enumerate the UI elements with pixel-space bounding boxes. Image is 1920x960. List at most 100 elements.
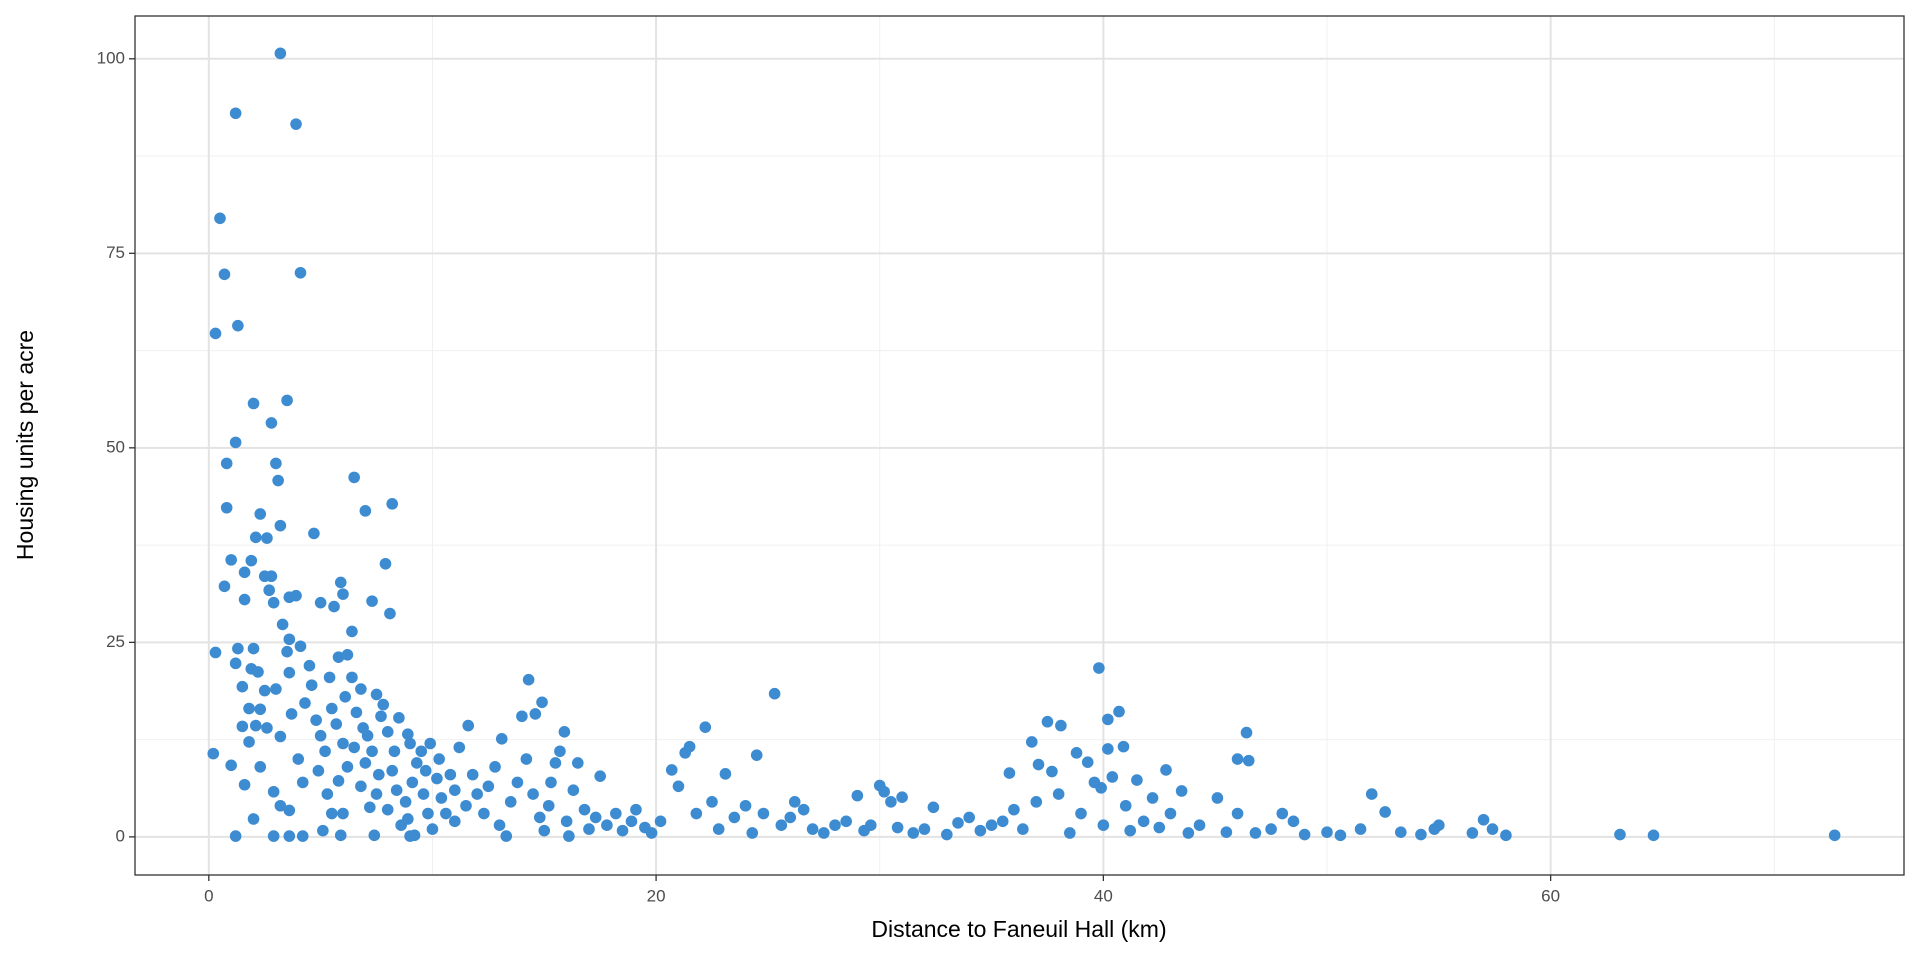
point [290,589,302,602]
point [232,642,244,655]
point [536,696,548,709]
panel-border [134,15,1905,876]
y-tick-label: 25 [106,632,125,651]
point [402,728,414,740]
point [453,741,466,754]
point [645,827,658,839]
point [630,803,642,816]
point [283,633,296,646]
point [424,737,437,750]
point [326,702,338,715]
point [1003,767,1016,779]
point [625,815,638,828]
point [1486,823,1499,835]
point [377,698,390,711]
point [283,804,296,817]
point [319,745,331,758]
point [1030,796,1043,808]
point [952,817,964,829]
point [285,708,298,720]
point [258,684,271,697]
point [699,721,712,733]
point [243,736,255,748]
point [299,697,311,709]
point [1321,826,1333,839]
point [1182,827,1195,839]
point [918,823,931,835]
point [471,788,483,800]
point [1131,774,1143,786]
point [317,824,329,837]
point [408,829,421,842]
point [334,829,347,842]
point [1026,736,1038,748]
point [229,657,242,670]
point [254,703,267,716]
point [840,815,852,828]
point [1265,823,1277,835]
point [247,813,260,825]
point [560,815,573,828]
point [350,706,363,719]
point [361,729,374,742]
point [757,807,770,820]
point [236,720,249,733]
y-tick-label: 0 [116,826,125,845]
point [1379,806,1391,818]
point [435,792,448,804]
point [294,640,307,653]
point [334,576,347,589]
point [290,118,302,130]
point [370,688,383,701]
point [247,642,260,655]
point [1477,813,1490,826]
point [366,595,378,607]
point [245,554,258,567]
point [220,457,233,470]
point [265,417,278,429]
point [449,784,461,796]
point [996,815,1009,828]
point [254,508,267,520]
point [775,819,788,832]
point [941,828,953,841]
point [545,776,557,789]
x-axis-title: Distance to Faneuil Hall (km) [871,916,1166,942]
point [1095,782,1107,794]
point [225,759,237,772]
point [1081,756,1094,768]
point [1466,827,1479,839]
point [746,827,759,839]
point [750,749,763,761]
point [1032,758,1045,771]
point [1146,792,1159,804]
point [281,394,293,407]
point [851,789,864,802]
point [355,780,367,793]
point [1647,829,1660,842]
point [274,730,287,743]
point [292,753,305,765]
point [220,501,233,514]
point [410,757,423,769]
point [1433,819,1445,832]
point [1242,754,1255,767]
point [563,830,575,842]
point [321,788,334,800]
point [388,745,401,758]
point [1052,788,1065,800]
point [1220,826,1233,839]
point [214,212,226,225]
point [337,807,349,820]
point [589,811,602,824]
point [294,266,307,279]
point [1614,828,1626,841]
point [690,807,703,820]
point [276,618,289,631]
point [829,819,841,832]
point [238,566,251,579]
point [366,745,378,758]
point [907,827,920,839]
point [654,815,667,828]
point [1117,740,1130,753]
